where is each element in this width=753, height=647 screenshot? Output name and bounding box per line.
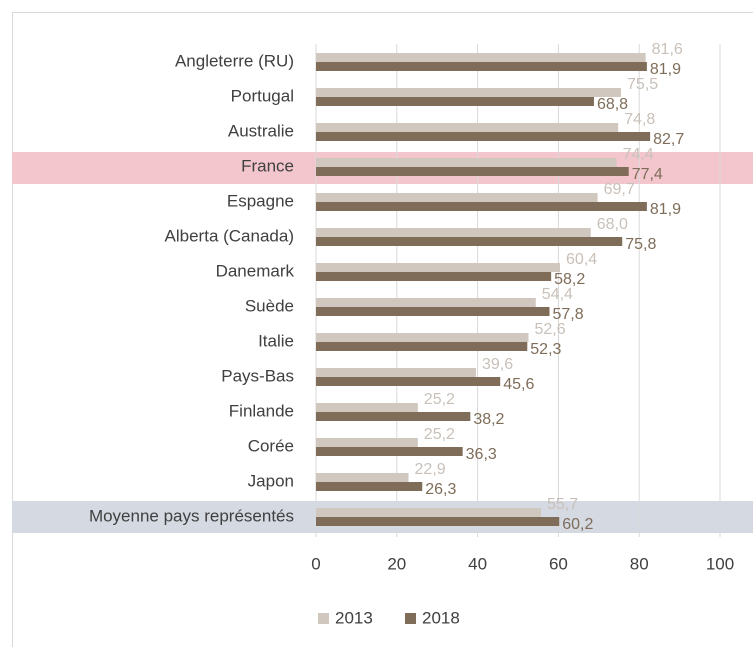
value-label: 58,2	[554, 271, 585, 288]
bar	[316, 237, 623, 246]
bar	[316, 263, 561, 272]
bar	[316, 403, 418, 412]
value-label: 52,3	[530, 341, 561, 358]
bar	[316, 508, 542, 517]
y-tick-label: Italie	[258, 331, 294, 350]
value-label: 55,7	[547, 496, 578, 513]
y-tick-label: Portugal	[231, 86, 294, 105]
bar	[316, 368, 476, 377]
bar	[316, 97, 594, 106]
bar	[316, 333, 529, 342]
value-label: 26,3	[425, 481, 456, 498]
value-label: 22,9	[415, 461, 446, 478]
legend-swatch	[318, 613, 329, 624]
value-label: 68,0	[597, 216, 628, 233]
bar	[316, 123, 619, 132]
bar	[316, 438, 418, 447]
bar	[316, 167, 629, 176]
x-tick-label: 60	[549, 554, 568, 573]
bar	[316, 342, 528, 351]
bar	[316, 482, 423, 491]
y-tick-label: Suède	[245, 296, 294, 315]
bar	[316, 447, 463, 456]
bar	[316, 193, 598, 202]
legend-swatch	[405, 613, 416, 624]
value-label: 69,7	[604, 181, 635, 198]
bar	[316, 517, 560, 526]
bar	[316, 88, 622, 97]
y-tick-label: Angleterre (RU)	[175, 51, 294, 70]
bar	[316, 473, 409, 482]
x-tick-label: 0	[311, 554, 320, 573]
y-tick-label: Finlande	[229, 401, 294, 420]
bar	[316, 272, 552, 281]
value-label: 75,8	[625, 236, 656, 253]
x-tick-label: 100	[706, 554, 734, 573]
value-label: 60,2	[562, 516, 593, 533]
legend-label: 2018	[422, 608, 460, 627]
chart-frame	[12, 12, 753, 647]
y-tick-label: Corée	[248, 436, 294, 455]
value-label: 81,9	[650, 61, 681, 78]
y-tick-label: Pays-Bas	[221, 366, 294, 385]
value-label: 81,9	[650, 201, 681, 218]
y-tick-label: Japon	[248, 471, 294, 490]
value-label: 82,7	[653, 131, 684, 148]
value-label: 36,3	[466, 446, 497, 463]
bar	[316, 53, 646, 62]
bar	[316, 298, 536, 307]
bar	[316, 377, 501, 386]
value-label: 68,8	[597, 96, 628, 113]
bar	[316, 202, 647, 211]
value-label: 74,8	[624, 111, 655, 128]
bar	[316, 132, 651, 141]
bar	[316, 158, 617, 167]
value-label: 52,6	[535, 321, 566, 338]
y-tick-label: Alberta (Canada)	[165, 226, 294, 245]
legend-label: 2013	[335, 608, 373, 627]
bar	[316, 62, 647, 71]
bar	[316, 307, 550, 316]
value-label: 25,2	[424, 391, 455, 408]
x-tick-label: 80	[630, 554, 649, 573]
y-tick-label: Espagne	[227, 191, 294, 210]
value-label: 81,6	[652, 41, 683, 58]
y-tick-label: Danemark	[216, 261, 295, 280]
value-label: 75,5	[627, 76, 658, 93]
y-tick-label: France	[241, 156, 294, 175]
value-label: 74,4	[623, 146, 654, 163]
value-label: 77,4	[632, 166, 663, 183]
value-label: 54,4	[542, 286, 573, 303]
x-tick-label: 40	[468, 554, 487, 573]
y-tick-label: Australie	[228, 121, 294, 140]
value-label: 25,2	[424, 426, 455, 443]
y-tick-label: Moyenne pays représentés	[89, 506, 294, 525]
value-label: 38,2	[473, 411, 504, 428]
value-label: 57,8	[553, 306, 584, 323]
bar	[316, 228, 591, 237]
bar	[316, 412, 471, 421]
value-label: 60,4	[566, 251, 597, 268]
value-label: 39,6	[482, 356, 513, 373]
value-label: 45,6	[503, 376, 534, 393]
x-tick-label: 20	[387, 554, 406, 573]
